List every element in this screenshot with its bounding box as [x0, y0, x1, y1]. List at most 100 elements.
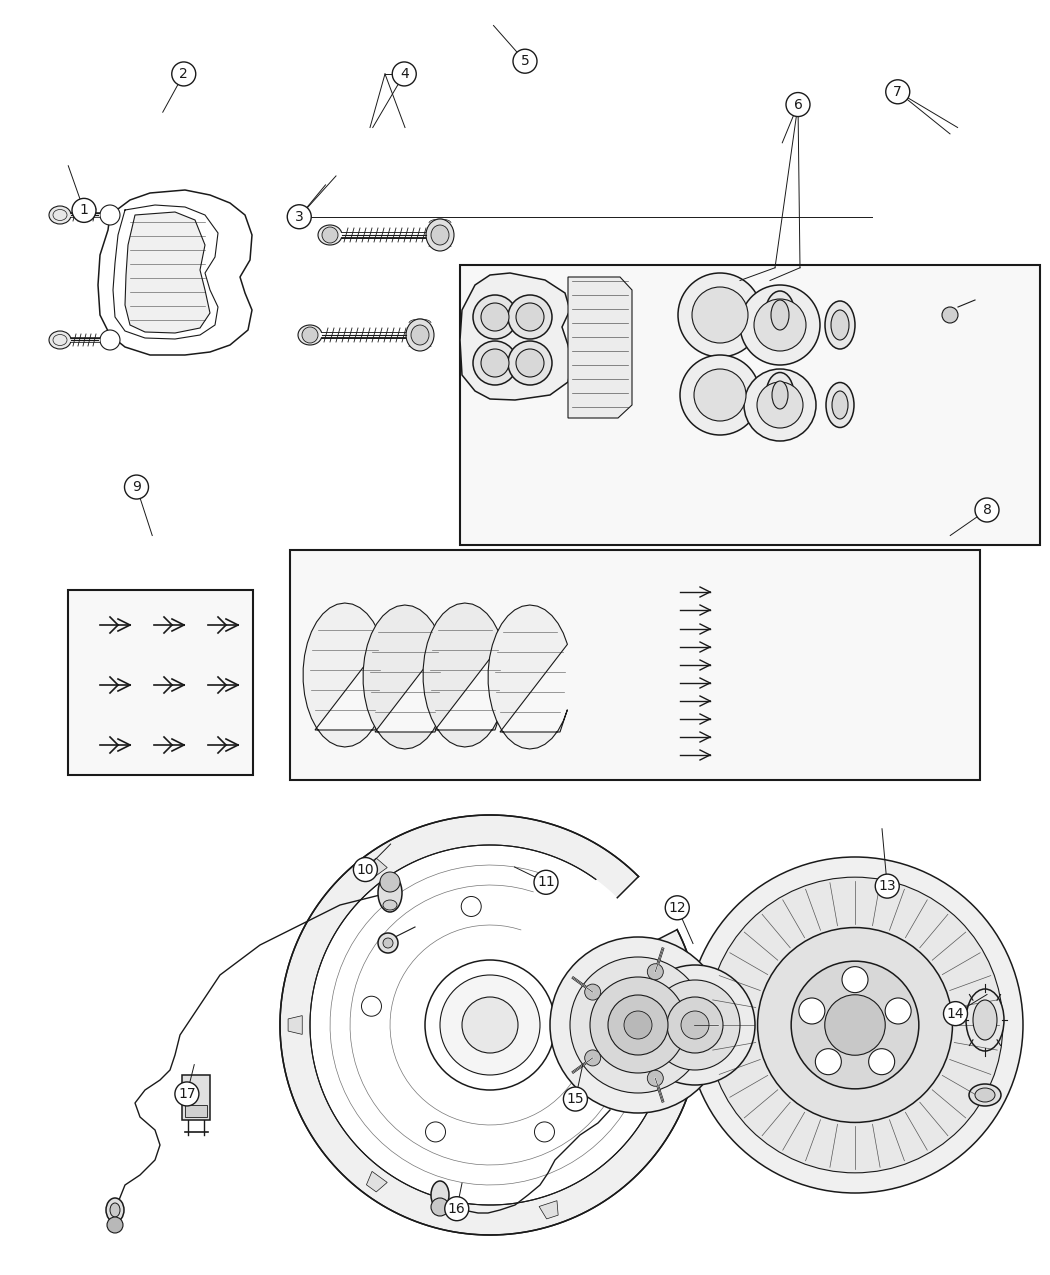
- Circle shape: [445, 1197, 468, 1220]
- Circle shape: [824, 994, 885, 1056]
- Circle shape: [876, 875, 899, 898]
- Ellipse shape: [772, 381, 788, 409]
- Polygon shape: [488, 606, 567, 748]
- Circle shape: [799, 998, 825, 1024]
- Circle shape: [175, 1082, 198, 1105]
- Circle shape: [472, 295, 517, 339]
- Circle shape: [944, 1002, 967, 1025]
- Circle shape: [650, 980, 740, 1070]
- Text: 13: 13: [879, 880, 896, 892]
- Polygon shape: [666, 1074, 684, 1093]
- Text: 10: 10: [357, 863, 374, 876]
- Circle shape: [666, 896, 689, 919]
- Ellipse shape: [106, 1198, 124, 1221]
- Circle shape: [585, 984, 601, 1000]
- Ellipse shape: [49, 332, 71, 349]
- Polygon shape: [539, 1201, 559, 1219]
- Circle shape: [302, 326, 318, 343]
- Text: 8: 8: [983, 504, 991, 516]
- Ellipse shape: [298, 325, 322, 346]
- Text: 15: 15: [567, 1093, 584, 1105]
- Polygon shape: [303, 603, 382, 747]
- Circle shape: [72, 199, 96, 222]
- Circle shape: [598, 1034, 618, 1053]
- Ellipse shape: [411, 325, 429, 346]
- Polygon shape: [125, 212, 210, 333]
- Ellipse shape: [383, 900, 397, 910]
- Circle shape: [508, 295, 552, 339]
- Circle shape: [842, 966, 868, 993]
- Text: 16: 16: [448, 1202, 465, 1215]
- Circle shape: [678, 273, 762, 357]
- Circle shape: [707, 877, 1003, 1173]
- Bar: [290, 550, 980, 780]
- Text: 11: 11: [538, 876, 554, 889]
- Circle shape: [107, 1218, 123, 1233]
- Text: 7: 7: [894, 85, 902, 98]
- Circle shape: [647, 964, 664, 979]
- Ellipse shape: [406, 319, 434, 351]
- Text: 14: 14: [947, 1007, 964, 1020]
- Circle shape: [635, 965, 755, 1085]
- Circle shape: [125, 476, 148, 499]
- Circle shape: [564, 1088, 587, 1111]
- Text: 4: 4: [400, 68, 408, 80]
- Ellipse shape: [771, 300, 789, 330]
- Circle shape: [942, 307, 958, 323]
- Circle shape: [686, 1017, 702, 1033]
- Bar: [185, 1105, 207, 1117]
- Ellipse shape: [975, 1088, 995, 1102]
- Polygon shape: [423, 603, 502, 747]
- Circle shape: [590, 977, 686, 1074]
- Circle shape: [681, 1011, 709, 1039]
- Ellipse shape: [426, 219, 454, 251]
- Circle shape: [624, 1011, 652, 1039]
- Polygon shape: [568, 277, 632, 418]
- Circle shape: [462, 997, 518, 1053]
- Circle shape: [508, 340, 552, 385]
- Circle shape: [647, 1070, 664, 1086]
- Ellipse shape: [826, 382, 854, 427]
- Ellipse shape: [969, 1084, 1001, 1105]
- Ellipse shape: [831, 310, 849, 340]
- Circle shape: [692, 287, 748, 343]
- Circle shape: [380, 872, 400, 892]
- Circle shape: [461, 896, 481, 917]
- Circle shape: [687, 857, 1023, 1193]
- Ellipse shape: [832, 391, 848, 419]
- Text: 17: 17: [178, 1088, 195, 1100]
- Circle shape: [886, 80, 909, 103]
- Circle shape: [425, 960, 555, 1090]
- Ellipse shape: [378, 873, 402, 912]
- Circle shape: [516, 303, 544, 332]
- Circle shape: [100, 205, 120, 224]
- Circle shape: [425, 1122, 445, 1142]
- Ellipse shape: [430, 1181, 449, 1209]
- Circle shape: [786, 93, 810, 116]
- Circle shape: [975, 499, 999, 521]
- Text: 3: 3: [295, 210, 303, 223]
- Circle shape: [680, 354, 760, 435]
- Circle shape: [757, 382, 803, 428]
- Circle shape: [361, 996, 381, 1016]
- Circle shape: [288, 205, 311, 228]
- Circle shape: [534, 1122, 554, 1142]
- Ellipse shape: [110, 1204, 120, 1218]
- Circle shape: [472, 340, 517, 385]
- Circle shape: [440, 975, 540, 1075]
- Circle shape: [740, 286, 820, 365]
- Text: 5: 5: [521, 55, 529, 68]
- Circle shape: [430, 1198, 449, 1216]
- Circle shape: [585, 1049, 601, 1066]
- Circle shape: [608, 994, 668, 1054]
- Circle shape: [100, 330, 120, 351]
- Ellipse shape: [765, 291, 795, 339]
- Ellipse shape: [973, 1000, 997, 1040]
- Circle shape: [694, 368, 746, 421]
- Circle shape: [550, 937, 726, 1113]
- Polygon shape: [363, 606, 442, 748]
- Circle shape: [757, 927, 952, 1122]
- Circle shape: [868, 1049, 895, 1075]
- Circle shape: [791, 961, 919, 1089]
- Circle shape: [354, 858, 377, 881]
